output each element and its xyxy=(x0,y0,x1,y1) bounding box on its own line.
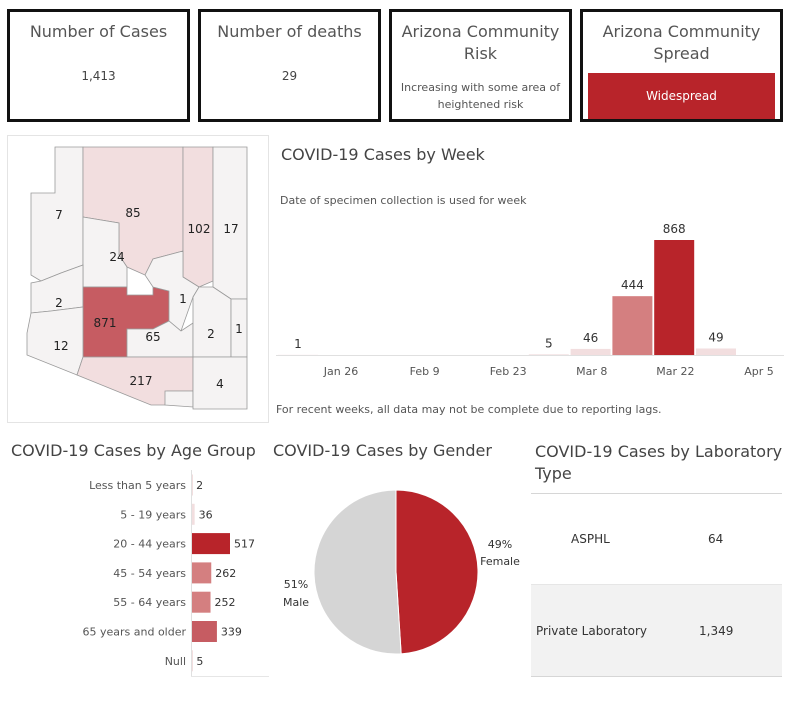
week-bar xyxy=(528,354,569,356)
week-bar xyxy=(612,296,653,355)
lab-type-asphl: ASPHL xyxy=(571,532,610,546)
pie-label-male-name: Male xyxy=(283,596,309,609)
lab-row-private: Private Laboratory 1,349 xyxy=(531,585,782,677)
county-label-gila: 1 xyxy=(179,292,187,306)
week-bar-label: 868 xyxy=(663,222,686,236)
county-label-mohave: 7 xyxy=(55,208,63,222)
county-label-graham: 2 xyxy=(207,327,215,341)
age-bar xyxy=(192,562,212,584)
week-bar-label: 5 xyxy=(545,336,553,350)
week-tick-label: Mar 8 xyxy=(576,365,607,378)
kpi-risk-title: Arizona Community Risk xyxy=(392,21,569,65)
lab-table-title-line2: Type xyxy=(535,464,572,483)
age-bar xyxy=(192,621,217,642)
lab-table-title-line1: COVID-19 Cases by Laboratory xyxy=(535,442,783,461)
age-value-label: 339 xyxy=(221,626,242,639)
kpi-spread-card: Arizona Community Spread Widespread xyxy=(580,9,783,122)
county-label-apache: 17 xyxy=(223,222,238,236)
week-bar-label: 49 xyxy=(708,331,723,345)
lab-cases-asphl: 64 xyxy=(708,532,724,546)
lab-row-asphl: ASPHL 64 xyxy=(531,494,782,585)
county-label-maricopa: 871 xyxy=(94,316,117,330)
age-bar xyxy=(192,474,193,496)
week-chart-title: COVID-19 Cases by Week xyxy=(281,145,485,164)
week-bar-label: 444 xyxy=(621,278,644,292)
county-cochise[interactable] xyxy=(192,356,248,410)
age-category-label: Null xyxy=(165,655,186,668)
county-graham[interactable] xyxy=(192,286,232,358)
age-bar xyxy=(192,533,230,555)
week-bar xyxy=(570,348,611,355)
week-chart-subtitle: Date of specimen collection is used for … xyxy=(280,194,527,207)
lab-type-private: Private Laboratory xyxy=(536,624,648,638)
age-bar xyxy=(192,650,193,672)
week-tick-label: Feb 9 xyxy=(410,365,440,378)
week-tick-label: Mar 22 xyxy=(656,365,694,378)
age-category-label: 45 - 54 years xyxy=(113,567,186,580)
kpi-cases-value: 1,413 xyxy=(81,69,116,83)
age-value-label: 252 xyxy=(215,596,236,609)
age-category-label: 20 - 44 years xyxy=(113,538,186,551)
week-bar-label: 46 xyxy=(583,331,598,345)
kpi-risk-card: Arizona Community Risk Increasing with s… xyxy=(389,9,572,122)
age-value-label: 5 xyxy=(196,655,203,668)
age-category-label: 65 years and older xyxy=(82,626,186,639)
age-category-label: 55 - 64 years xyxy=(113,596,186,609)
county-label-cochise: 4 xyxy=(216,377,224,391)
age-bar xyxy=(192,503,195,525)
week-bar xyxy=(696,348,736,355)
county-label-coconino: 85 xyxy=(125,206,140,220)
lab-cases-private: 1,349 xyxy=(699,624,734,638)
county-map: 7 85 102 17 24 2 871 1 65 2 1 12 217 4 xyxy=(7,135,269,423)
kpi-risk-note-line1: Increasing with some area of xyxy=(400,81,561,94)
county-label-yavapai: 24 xyxy=(109,250,124,264)
county-label-pinal: 65 xyxy=(145,330,160,344)
gender-chart-title: COVID-19 Cases by Gender xyxy=(273,441,492,460)
lab-table-divider xyxy=(531,493,782,494)
week-chart-footnote: For recent weeks, all data may not be co… xyxy=(276,403,662,416)
pie-label-female-name: Female xyxy=(480,555,520,568)
kpi-spread-title-line1: Arizona Community xyxy=(602,22,761,41)
county-santa-cruz[interactable] xyxy=(164,390,194,408)
kpi-deaths-title: Number of deaths xyxy=(217,22,362,41)
gender-chart: 49% Female 51% Male xyxy=(283,489,520,655)
kpi-spread-title: Arizona Community Spread xyxy=(583,21,780,65)
pie-slice-female xyxy=(395,489,479,655)
age-category-label: Less than 5 years xyxy=(89,479,186,492)
county-navajo[interactable] xyxy=(182,146,214,288)
age-value-label: 2 xyxy=(196,479,203,492)
age-value-label: 36 xyxy=(199,508,213,521)
week-tick-label: Jan 26 xyxy=(323,365,358,378)
county-label-yuma: 12 xyxy=(53,339,68,353)
kpi-spread-title-line2: Spread xyxy=(653,44,710,63)
kpi-deaths-value: 29 xyxy=(281,69,298,83)
county-label-greenlee: 1 xyxy=(235,322,243,336)
kpi-cases-card: Number of Cases 1,413 xyxy=(7,9,190,122)
age-chart-title: COVID-19 Cases by Age Group xyxy=(11,441,256,460)
pie-slice-male xyxy=(313,489,402,655)
kpi-risk-note: Increasing with some area of heightened … xyxy=(392,79,569,113)
kpi-spread-value: Widespread xyxy=(588,73,775,119)
age-chart: Less than 5 years 2 5 - 19 years 36 20 - 44 … xyxy=(82,470,269,677)
county-label-navajo: 102 xyxy=(188,222,211,236)
week-bar-label: 1 xyxy=(294,337,302,351)
county-label-la-paz: 2 xyxy=(55,296,63,310)
county-label-pima: 217 xyxy=(130,374,153,388)
kpi-risk-title-line1: Arizona Community xyxy=(401,22,560,41)
week-tick-label: Feb 23 xyxy=(490,365,527,378)
week-chart: 1 5 46 444 868 49 Jan 26 Feb 9 Feb 23 Mar 8 Mar 22… xyxy=(276,222,784,378)
kpi-risk-note-line2: heightened risk xyxy=(437,98,524,111)
kpi-risk-title-line2: Risk xyxy=(463,44,498,63)
week-bar xyxy=(654,240,695,355)
kpi-cases-title: Number of Cases xyxy=(29,22,168,41)
age-value-label: 262 xyxy=(215,567,236,580)
pie-label-female-pct: 49% xyxy=(488,538,512,551)
age-value-label: 517 xyxy=(234,538,255,551)
pie-label-male-pct: 51% xyxy=(284,578,308,591)
age-category-label: 5 - 19 years xyxy=(120,508,186,521)
week-tick-label: Apr 5 xyxy=(744,365,774,378)
kpi-deaths-card: Number of deaths 29 xyxy=(198,9,381,122)
age-bar xyxy=(192,591,211,613)
lab-table-title: COVID-19 Cases by Laboratory Type xyxy=(535,441,782,485)
